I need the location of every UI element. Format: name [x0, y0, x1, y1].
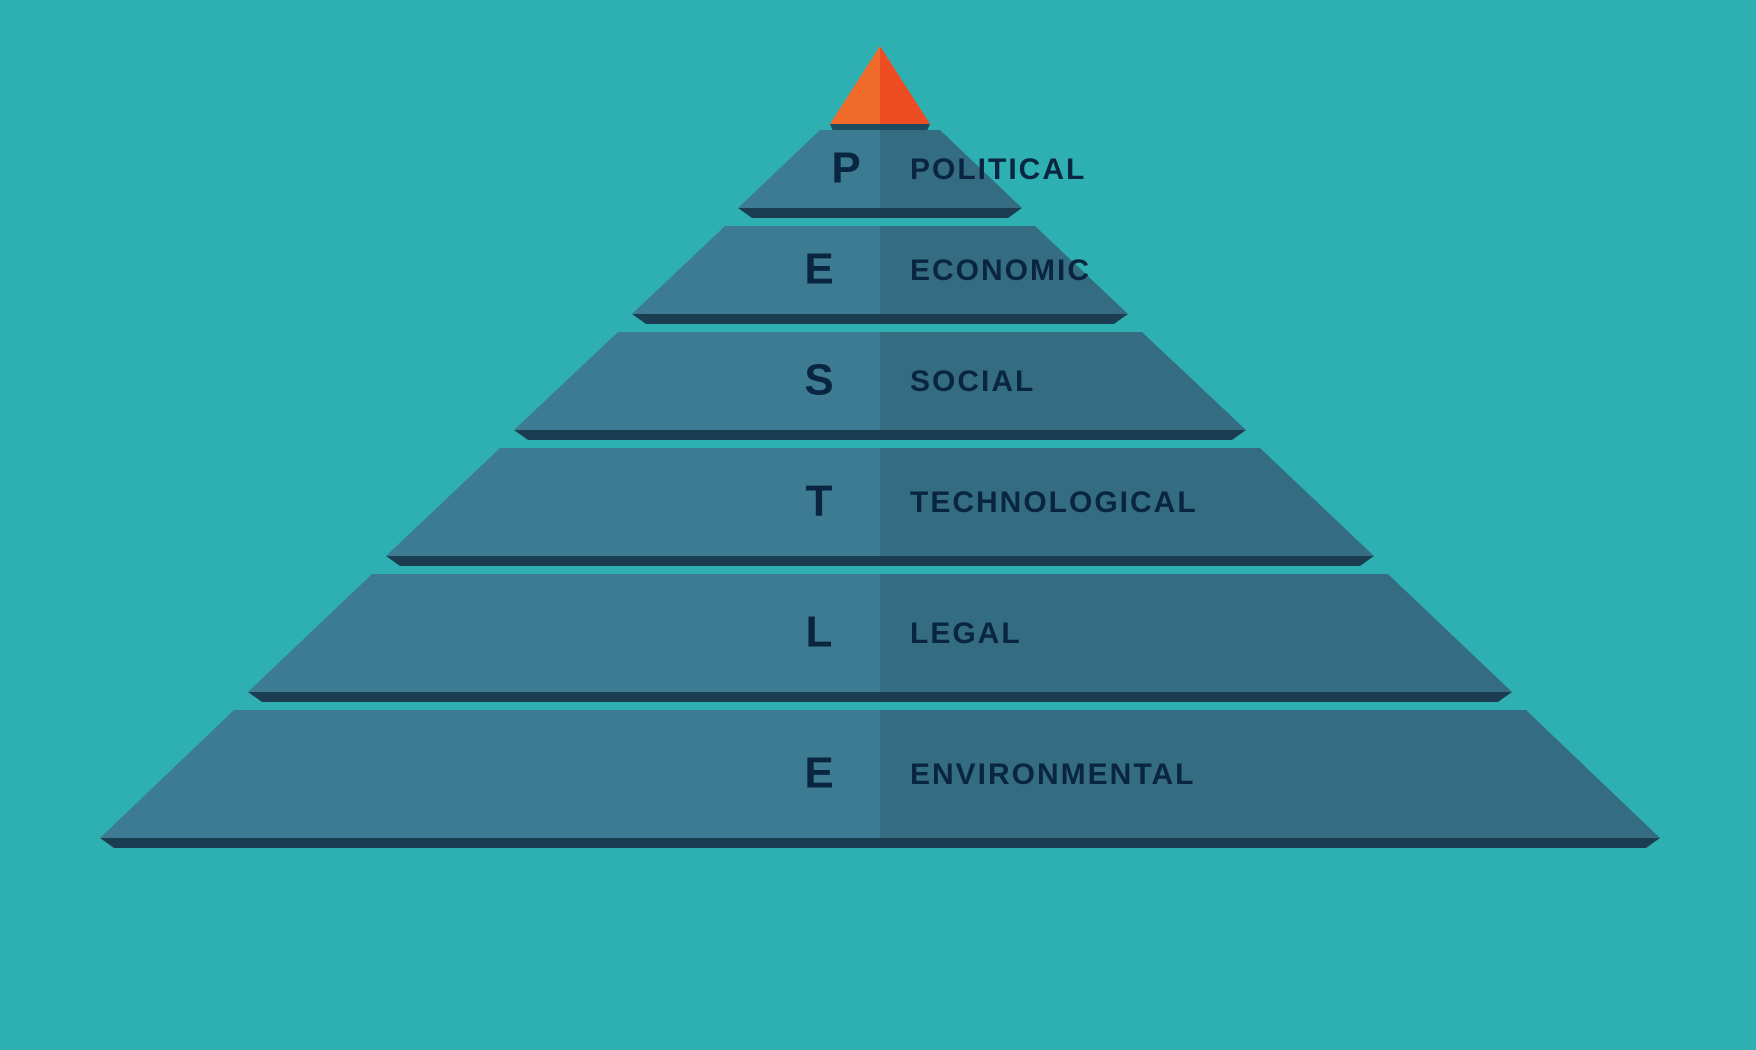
- tier-5-lip: [100, 838, 1660, 848]
- tier-5-letter: E: [804, 749, 835, 798]
- tier-1-letter: E: [804, 245, 835, 294]
- tier-0-word: Political: [910, 153, 1086, 186]
- tier-3-lip: [386, 556, 1374, 566]
- pestle-pyramid: P Political E Economic S Social T Technological…: [0, 0, 1756, 1050]
- tier-0-lip: [738, 208, 1022, 218]
- tier-4-left: [248, 574, 880, 692]
- tier-2-lip: [514, 430, 1246, 440]
- tier-4-letter: L: [806, 608, 835, 657]
- tier-1-word: Economic: [910, 254, 1091, 287]
- tier-2-letter: S: [804, 356, 835, 405]
- tier-4-word: Legal: [910, 617, 1022, 650]
- pyramid-svg: P Political E Economic S Social T Technological…: [0, 0, 1756, 1050]
- tier-1-left: [632, 226, 880, 314]
- tier-5-left: [100, 710, 880, 838]
- tier-0-letter: P: [831, 144, 862, 193]
- tier-2-word: Social: [910, 365, 1035, 398]
- tier-5-word: Environmental: [910, 758, 1195, 791]
- tier-3-letter: T: [806, 477, 835, 526]
- tier-4-lip: [248, 692, 1512, 702]
- apex-right: [880, 46, 930, 124]
- apex-left: [830, 46, 880, 124]
- tier-1-lip: [632, 314, 1128, 324]
- tier-3-word: Technological: [910, 486, 1198, 519]
